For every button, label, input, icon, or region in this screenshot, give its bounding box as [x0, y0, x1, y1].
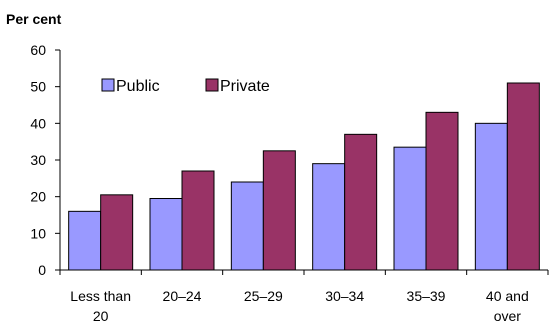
bar-public — [68, 210, 102, 271]
y-axis: 0 10 20 30 40 50 60 — [30, 42, 61, 278]
bar-private — [344, 133, 378, 271]
bar-public — [149, 198, 183, 271]
bar-public — [312, 163, 346, 271]
bar-private — [262, 150, 296, 271]
y-tick-label: 60 — [30, 42, 46, 58]
bar-private — [425, 111, 459, 271]
y-tick-label: 30 — [30, 152, 46, 168]
y-axis-unit-label: Per cent — [6, 11, 62, 27]
x-category-label: 20–24 — [163, 288, 202, 304]
x-category-label: 35–39 — [407, 288, 446, 304]
bar-public — [230, 181, 264, 271]
x-category-label: 40 and — [486, 288, 529, 304]
legend-swatch-public — [101, 78, 115, 92]
bar-public — [393, 146, 427, 271]
y-tick-label: 40 — [30, 115, 46, 131]
x-category-label: over — [494, 308, 522, 321]
legend: Public Private — [101, 78, 270, 95]
y-tick-label: 20 — [30, 189, 46, 205]
legend-swatch-private — [205, 78, 219, 92]
x-category-label: 30–34 — [325, 288, 364, 304]
bar-private — [181, 170, 215, 271]
legend-label-private: Private — [220, 78, 270, 95]
bar-private — [100, 194, 134, 271]
x-category-label: Less than — [70, 288, 131, 304]
y-tick-label: 10 — [30, 225, 46, 241]
y-tick-label: 0 — [38, 262, 46, 278]
bar-public — [474, 122, 508, 271]
legend-label-public: Public — [116, 78, 160, 95]
bar-private — [506, 82, 540, 271]
bars — [68, 82, 540, 271]
y-tick-label: 50 — [30, 79, 46, 95]
x-axis: Less than 20 20–24 25–29 30–34 35–39 40 and ove… — [59, 269, 549, 321]
x-category-label: 25–29 — [244, 288, 283, 304]
x-category-label: 20 — [93, 308, 109, 321]
